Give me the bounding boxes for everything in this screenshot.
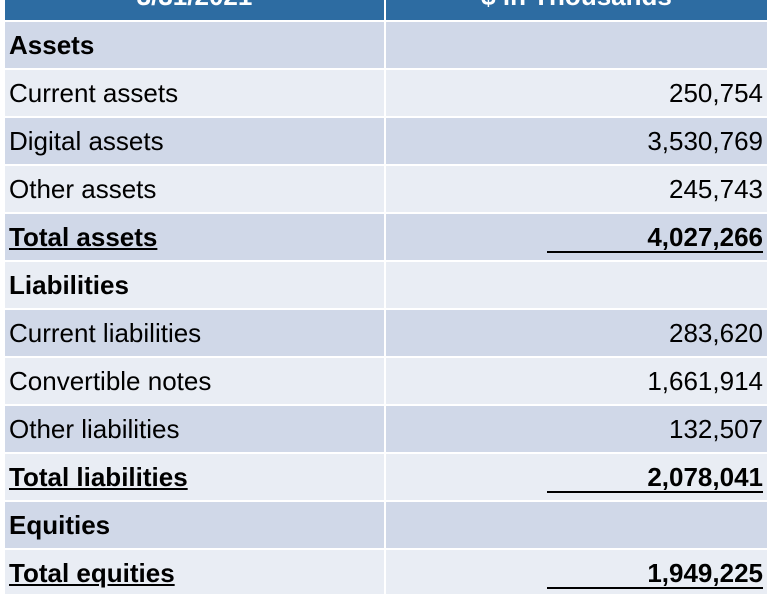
row-value: 283,620 — [384, 308, 769, 358]
row-value: 250,754 — [384, 68, 769, 118]
section-value — [384, 260, 769, 310]
total-value: 2,078,041 — [547, 463, 763, 493]
total-value-cell: 1,949,225 — [384, 548, 769, 594]
table-row: Digital assets 3,530,769 — [3, 116, 769, 166]
total-value: 4,027,266 — [547, 223, 763, 253]
row-label: Digital assets — [3, 116, 386, 166]
row-label: Current assets — [3, 68, 386, 118]
section-label: Assets — [3, 20, 386, 70]
total-row-liabilities: Total liabilities 2,078,041 — [3, 452, 769, 502]
total-label-cell: Total assets — [3, 212, 386, 262]
date-column-header: 3/31/2021 — [3, 0, 386, 22]
total-label-cell: Total equities — [3, 548, 386, 594]
row-label: Convertible notes — [3, 356, 386, 406]
units-column-header: $ in Thousands — [384, 0, 769, 22]
total-value-cell: 4,027,266 — [384, 212, 769, 262]
row-label: Other assets — [3, 164, 386, 214]
total-label-cell: Total liabilities — [3, 452, 386, 502]
row-value: 3,530,769 — [384, 116, 769, 166]
row-label: Current liabilities — [3, 308, 386, 358]
row-value: 132,507 — [384, 404, 769, 454]
section-row-liabilities: Liabilities — [3, 260, 769, 310]
row-label: Other liabilities — [3, 404, 386, 454]
table-row: Current liabilities 283,620 — [3, 308, 769, 358]
total-value-cell: 2,078,041 — [384, 452, 769, 502]
section-row-assets: Assets — [3, 20, 769, 70]
balance-sheet-table: 3/31/2021 $ in Thousands Assets Current … — [3, 0, 769, 594]
table-row: Current assets 250,754 — [3, 68, 769, 118]
right-edge-divider — [767, 0, 770, 594]
total-label: Total equities — [9, 557, 175, 588]
row-value: 1,661,914 — [384, 356, 769, 406]
section-label: Liabilities — [3, 260, 386, 310]
section-value — [384, 500, 769, 550]
total-label: Total assets — [9, 221, 158, 252]
table-row: Convertible notes 1,661,914 — [3, 356, 769, 406]
total-row-equities: Total equities 1,949,225 — [3, 548, 769, 594]
section-row-equities: Equities — [3, 500, 769, 550]
section-label: Equities — [3, 500, 386, 550]
section-value — [384, 20, 769, 70]
row-value: 245,743 — [384, 164, 769, 214]
table-row: Other liabilities 132,507 — [3, 404, 769, 454]
total-row-assets: Total assets 4,027,266 — [3, 212, 769, 262]
total-value: 1,949,225 — [547, 559, 763, 589]
total-label: Total liabilities — [9, 461, 188, 492]
table-header-row: 3/31/2021 $ in Thousands — [3, 0, 769, 22]
table-row: Other assets 245,743 — [3, 164, 769, 214]
